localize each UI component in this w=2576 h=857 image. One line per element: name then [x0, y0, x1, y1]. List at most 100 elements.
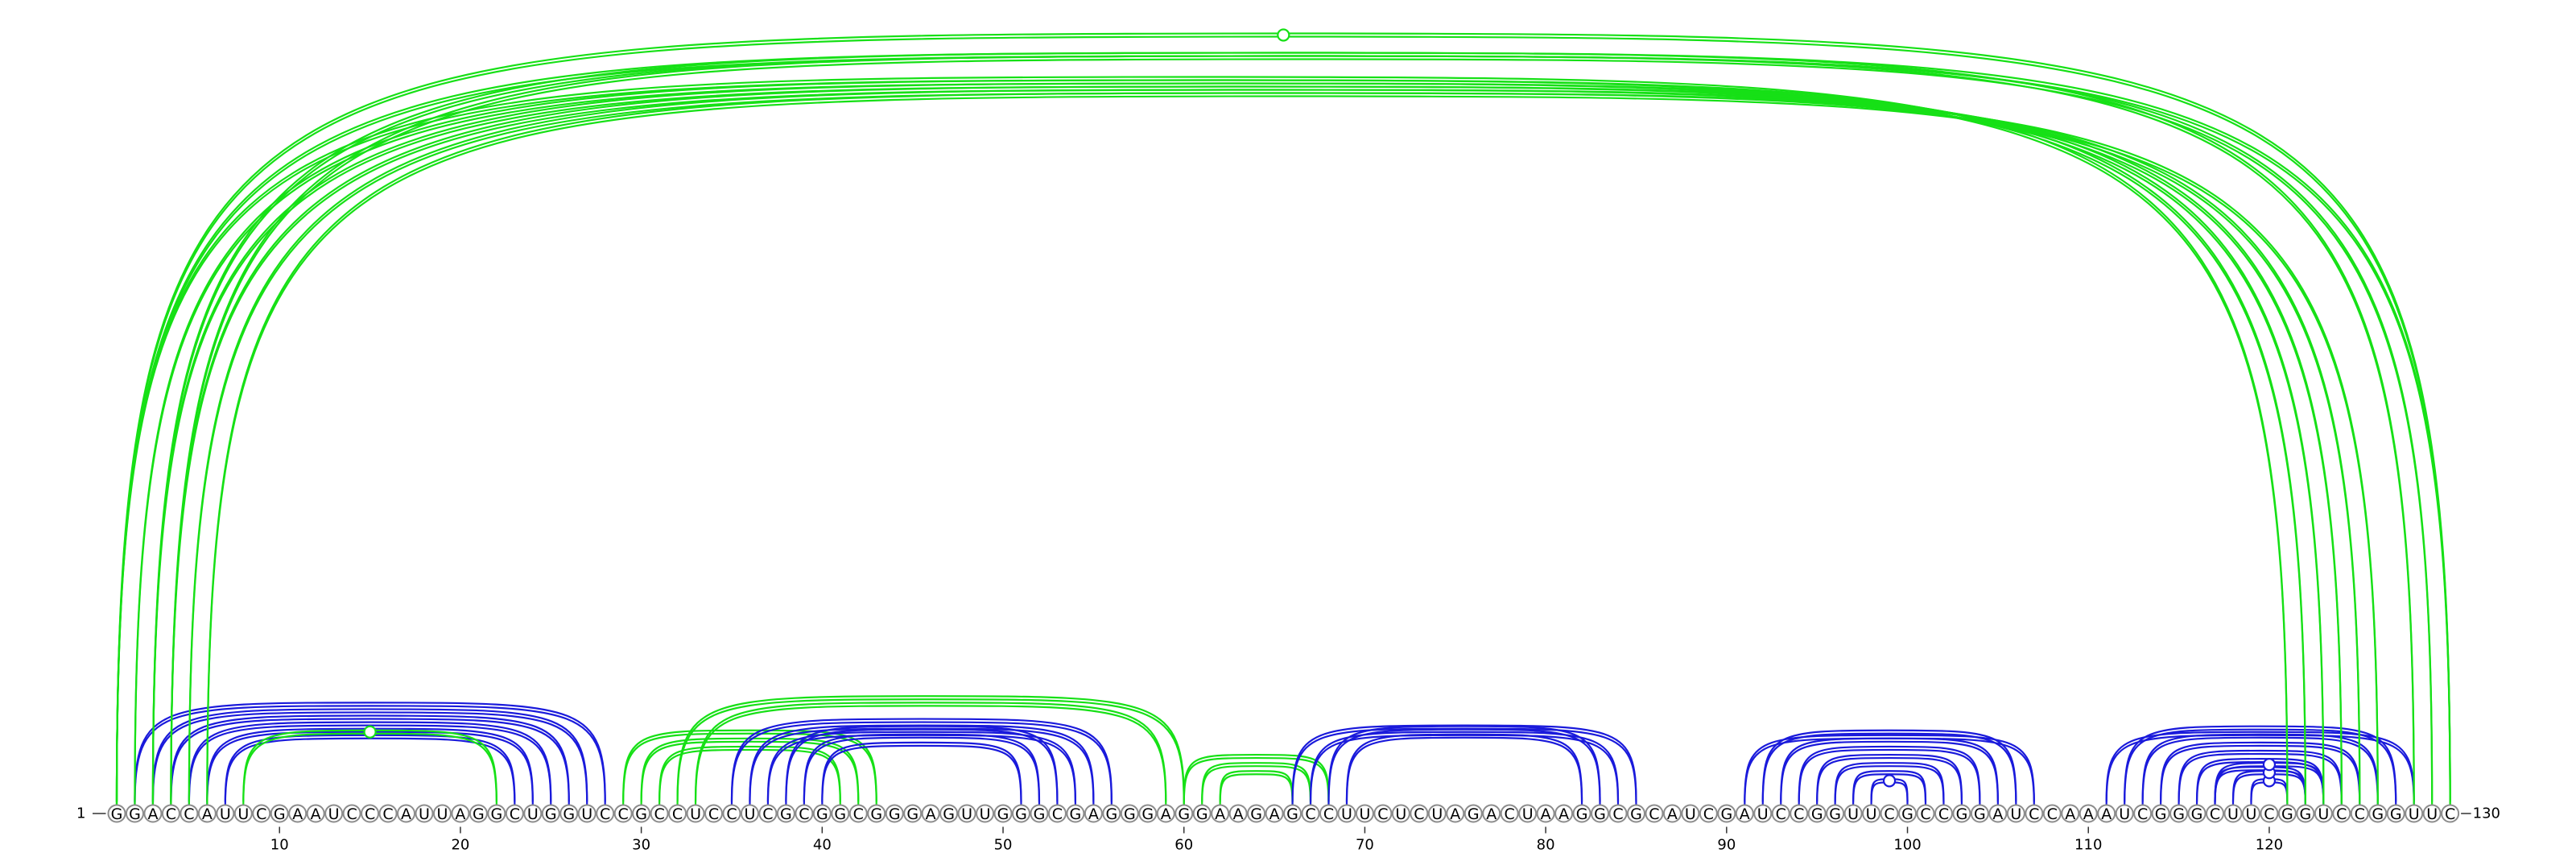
arc-green-61-67-inner	[1201, 762, 1312, 802]
arc-blue-35-56-inner	[730, 718, 1113, 802]
nucleotide-circle-122	[2296, 804, 2315, 823]
arc-blue-91-107-inner	[1744, 734, 2035, 802]
nucleotide-circle-125	[2350, 804, 2369, 823]
nucleotide-circle-34	[704, 804, 724, 823]
nucleotide-letter-124: C	[2336, 805, 2347, 823]
nucleotide-circle-41	[831, 804, 850, 823]
nucleotide-circle-61	[1192, 804, 1212, 823]
tick-label-30: 30	[632, 837, 650, 854]
nucleotide-letter-97: U	[1847, 805, 1859, 823]
nucleotide-letter-24: U	[527, 805, 539, 823]
nucleotide-circle-98	[1862, 804, 1881, 823]
nucleotide-letter-79: U	[1522, 805, 1534, 823]
nucleotide-circle-126	[2368, 804, 2388, 823]
nucleotide-letter-58: G	[1141, 805, 1154, 823]
arc-green-3-128-inner	[151, 52, 2415, 802]
nucleotide-circle-7	[216, 804, 235, 823]
arc-blue-92-106	[1761, 732, 2017, 805]
nucleotide-letter-77: A	[1486, 805, 1496, 823]
nucleotide-circle-70	[1355, 804, 1374, 823]
nucleotide-letter-44: G	[889, 805, 901, 823]
nucleotide-circle-39	[795, 804, 814, 823]
nucleotide-letter-62: A	[1215, 805, 1225, 823]
nucleotide-letter-89: C	[1703, 805, 1714, 823]
nucleotide-letter-19: U	[436, 805, 448, 823]
nucleotide-circle-72	[1391, 804, 1410, 823]
arc-green-30-42	[640, 740, 860, 805]
nucleotide-letter-130: C	[2445, 805, 2455, 823]
nucleotide-circle-84	[1608, 804, 1628, 823]
nucleotide-circle-97	[1843, 804, 1863, 823]
nucleotide-circle-11	[288, 804, 308, 823]
arc-blue-115-124-inner	[2178, 749, 2343, 802]
nucleotide-circle-68	[1319, 804, 1338, 823]
nucleotide-letter-76: G	[1468, 805, 1480, 823]
arc-green-3-128	[151, 55, 2415, 805]
nucleotide-circle-52	[1030, 804, 1049, 823]
nucleotide-circle-110	[2079, 804, 2098, 823]
nucleotide-letter-92: U	[1757, 805, 1769, 823]
nucleotide-letter-115: G	[2173, 805, 2185, 823]
nucleotide-circle-120	[2260, 804, 2279, 823]
nucleotide-letter-37: C	[762, 805, 773, 823]
nucleotide-circle-8	[233, 804, 253, 823]
nucleotide-letter-80: A	[1541, 805, 1551, 823]
nucleotide-circle-67	[1301, 804, 1320, 823]
nucleotide-circle-117	[2206, 804, 2225, 823]
end-label: 130	[2473, 805, 2500, 822]
nucleotide-letter-64: G	[1250, 805, 1262, 823]
arc-blue-3-27	[151, 711, 588, 805]
nucleotide-letter-116: G	[2191, 805, 2203, 823]
nucleotide-circle-92	[1753, 804, 1773, 823]
tick-label-20: 20	[451, 837, 469, 854]
nucleotide-circle-44	[885, 804, 904, 823]
arc-blue-2-28-inner	[134, 702, 606, 802]
arc-green-62-66-inner	[1219, 770, 1294, 802]
arc-green-31-41-inner	[658, 745, 841, 802]
nucleotide-letter-52: G	[1034, 805, 1046, 823]
arc-blue-35-56	[730, 721, 1113, 805]
nucleotide-circle-63	[1228, 804, 1248, 823]
nucleotide-letter-25: G	[545, 805, 557, 823]
nucleotide-circle-48	[957, 804, 976, 823]
nucleotide-circle-9	[252, 804, 271, 823]
nucleotide-circle-46	[921, 804, 940, 823]
nucleotide-letter-91: A	[1740, 805, 1750, 823]
nucleotide-circle-93	[1771, 804, 1790, 823]
nucleotide-circle-73	[1410, 804, 1429, 823]
nucleotide-letter-85: G	[1630, 805, 1642, 823]
arc-blue-38-53-inner	[785, 725, 1059, 802]
nucleotide-letter-17: A	[401, 805, 411, 823]
nucleotide-letter-114: G	[2155, 805, 2167, 823]
nucleotide-letter-81: A	[1558, 805, 1569, 823]
nucleotide-letter-118: U	[2227, 805, 2239, 823]
nucleotide-letter-70: U	[1359, 805, 1370, 823]
arc-green-32-60-inner	[676, 695, 1185, 802]
nucleotide-letter-13: U	[328, 805, 340, 823]
nucleotide-letter-78: C	[1505, 805, 1515, 823]
nucleotide-letter-49: U	[980, 805, 991, 823]
nucleotide-circle-100	[1898, 804, 1918, 823]
nucleotide-letter-104: G	[1974, 805, 1986, 823]
nucleotide-circle-99	[1880, 804, 1899, 823]
nucleotide-letter-30: G	[635, 805, 647, 823]
nucleotide-letter-102: C	[1938, 805, 1949, 823]
nucleotide-letter-117: C	[2210, 805, 2220, 823]
nucleotide-letter-110: A	[2083, 805, 2094, 823]
nucleotide-letter-68: C	[1323, 805, 1334, 823]
arc-blue-96-102-inner	[1834, 762, 1945, 802]
arc-blue-94-104	[1798, 748, 1981, 805]
arc-green-32-60	[676, 698, 1185, 805]
tick-label-80: 80	[1537, 837, 1555, 854]
arc-blue-114-125-inner	[2160, 741, 2361, 802]
nucleotide-circle-81	[1554, 804, 1574, 823]
arc-marker-green-8-22	[363, 725, 377, 739]
nucleotide-letter-60: G	[1178, 805, 1190, 823]
tick-label-100: 100	[1893, 837, 1921, 854]
arc-green-4-124	[170, 89, 2343, 805]
nucleotide-letter-10: G	[274, 805, 286, 823]
arc-blue-5-25	[188, 724, 552, 805]
nucleotide-letter-21: G	[473, 805, 485, 823]
arc-blue-38-53	[785, 728, 1059, 805]
nucleotide-letter-9: C	[256, 805, 266, 823]
